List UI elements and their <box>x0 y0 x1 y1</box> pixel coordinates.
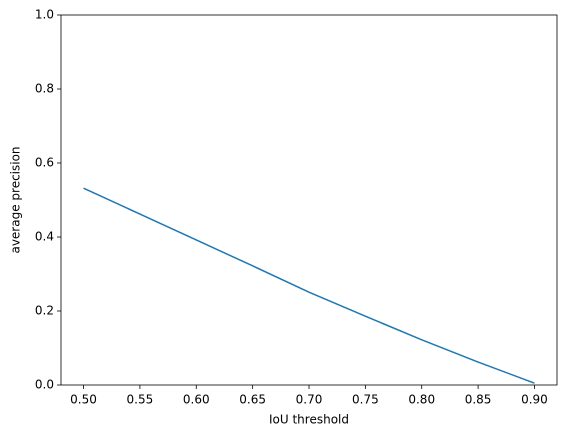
y-tick-label: 0.0 <box>35 378 54 392</box>
x-tick-label: 0.75 <box>352 393 379 407</box>
x-axis-label: IoU threshold <box>269 413 349 427</box>
x-tick-label: 0.60 <box>183 393 210 407</box>
x-tick-label: 0.70 <box>296 393 323 407</box>
y-tick-label: 0.8 <box>35 82 54 96</box>
x-tick-label: 0.55 <box>127 393 154 407</box>
x-tick-label: 0.90 <box>521 393 548 407</box>
x-tick-label: 0.65 <box>239 393 266 407</box>
x-tick-label: 0.80 <box>408 393 435 407</box>
y-tick-label: 0.4 <box>35 230 54 244</box>
axes-frame <box>60 14 558 386</box>
x-tick-label: 0.50 <box>70 393 97 407</box>
y-axis-label: average precision <box>9 146 23 253</box>
line-series <box>83 187 535 384</box>
x-tick-label: 0.85 <box>465 393 492 407</box>
y-tick-label: 0.2 <box>35 304 54 318</box>
y-tick-label: 0.6 <box>35 156 54 170</box>
y-tick-label: 1.0 <box>35 8 54 22</box>
